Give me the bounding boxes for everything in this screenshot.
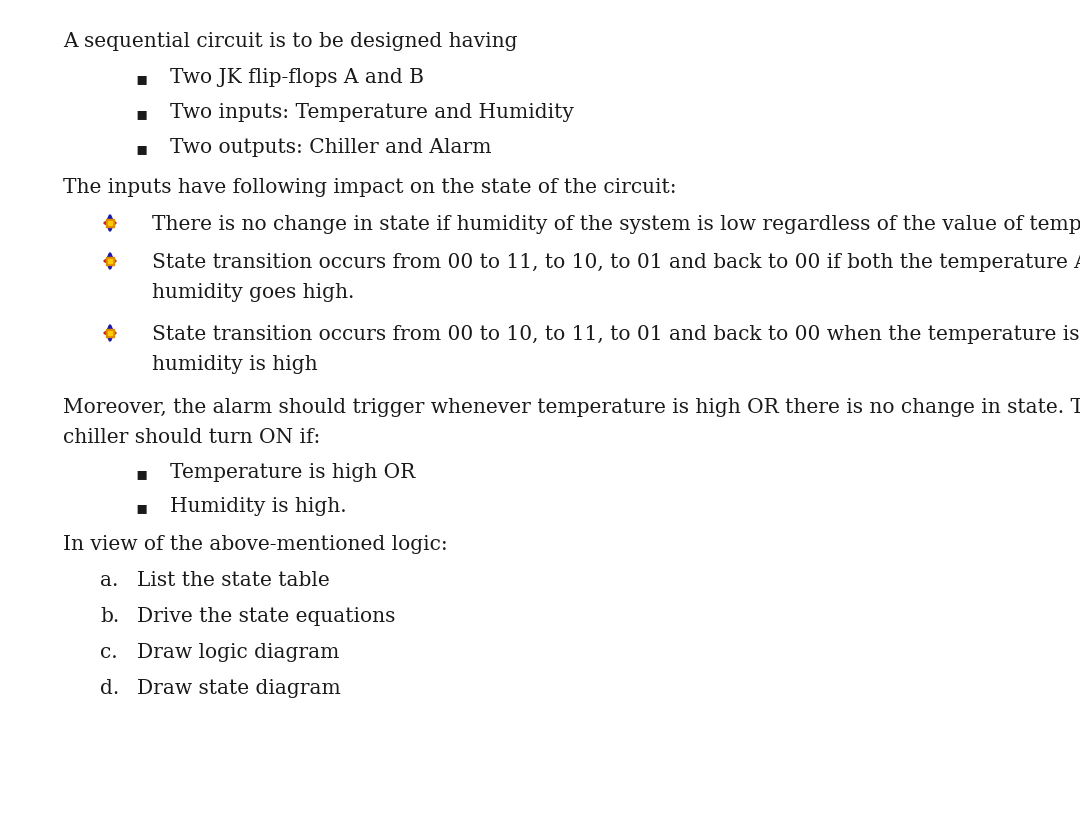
Text: Two inputs: Temperature and Humidity: Two inputs: Temperature and Humidity xyxy=(170,103,573,122)
Text: chiller should turn ON if:: chiller should turn ON if: xyxy=(63,428,321,447)
Text: ▪: ▪ xyxy=(135,499,147,517)
Text: In view of the above-mentioned logic:: In view of the above-mentioned logic: xyxy=(63,535,448,554)
Text: ▪: ▪ xyxy=(135,105,147,123)
Text: Drive the state equations: Drive the state equations xyxy=(137,607,395,626)
Text: c.: c. xyxy=(100,643,118,662)
Text: ▪: ▪ xyxy=(135,140,147,158)
Text: humidity is high: humidity is high xyxy=(152,355,318,374)
Text: b.: b. xyxy=(100,607,119,626)
Text: The inputs have following impact on the state of the circuit:: The inputs have following impact on the … xyxy=(63,178,677,197)
Text: State transition occurs from 00 to 10, to 11, to 01 and back to 00 when the temp: State transition occurs from 00 to 10, t… xyxy=(152,325,1080,344)
Text: d.: d. xyxy=(100,679,119,698)
Text: Two JK flip-flops A and B: Two JK flip-flops A and B xyxy=(170,68,424,87)
Text: A sequential circuit is to be designed having: A sequential circuit is to be designed h… xyxy=(63,32,517,51)
Text: Two outputs: Chiller and Alarm: Two outputs: Chiller and Alarm xyxy=(170,138,491,157)
Text: ▪: ▪ xyxy=(135,70,147,88)
Text: Humidity is high.: Humidity is high. xyxy=(170,497,347,516)
Text: There is no change in state if humidity of the system is low regardless of the v: There is no change in state if humidity … xyxy=(152,215,1080,234)
Text: Draw logic diagram: Draw logic diagram xyxy=(137,643,339,662)
Text: State transition occurs from 00 to 11, to 10, to 01 and back to 00 if both the t: State transition occurs from 00 to 11, t… xyxy=(152,253,1080,272)
Text: Draw state diagram: Draw state diagram xyxy=(137,679,341,698)
Text: List the state table: List the state table xyxy=(137,571,329,590)
Text: Temperature is high OR: Temperature is high OR xyxy=(170,463,415,482)
Text: a.: a. xyxy=(100,571,119,590)
Text: Moreover, the alarm should trigger whenever temperature is high OR there is no c: Moreover, the alarm should trigger whene… xyxy=(63,398,1080,417)
Text: ▪: ▪ xyxy=(135,465,147,483)
Text: humidity goes high.: humidity goes high. xyxy=(152,283,354,302)
